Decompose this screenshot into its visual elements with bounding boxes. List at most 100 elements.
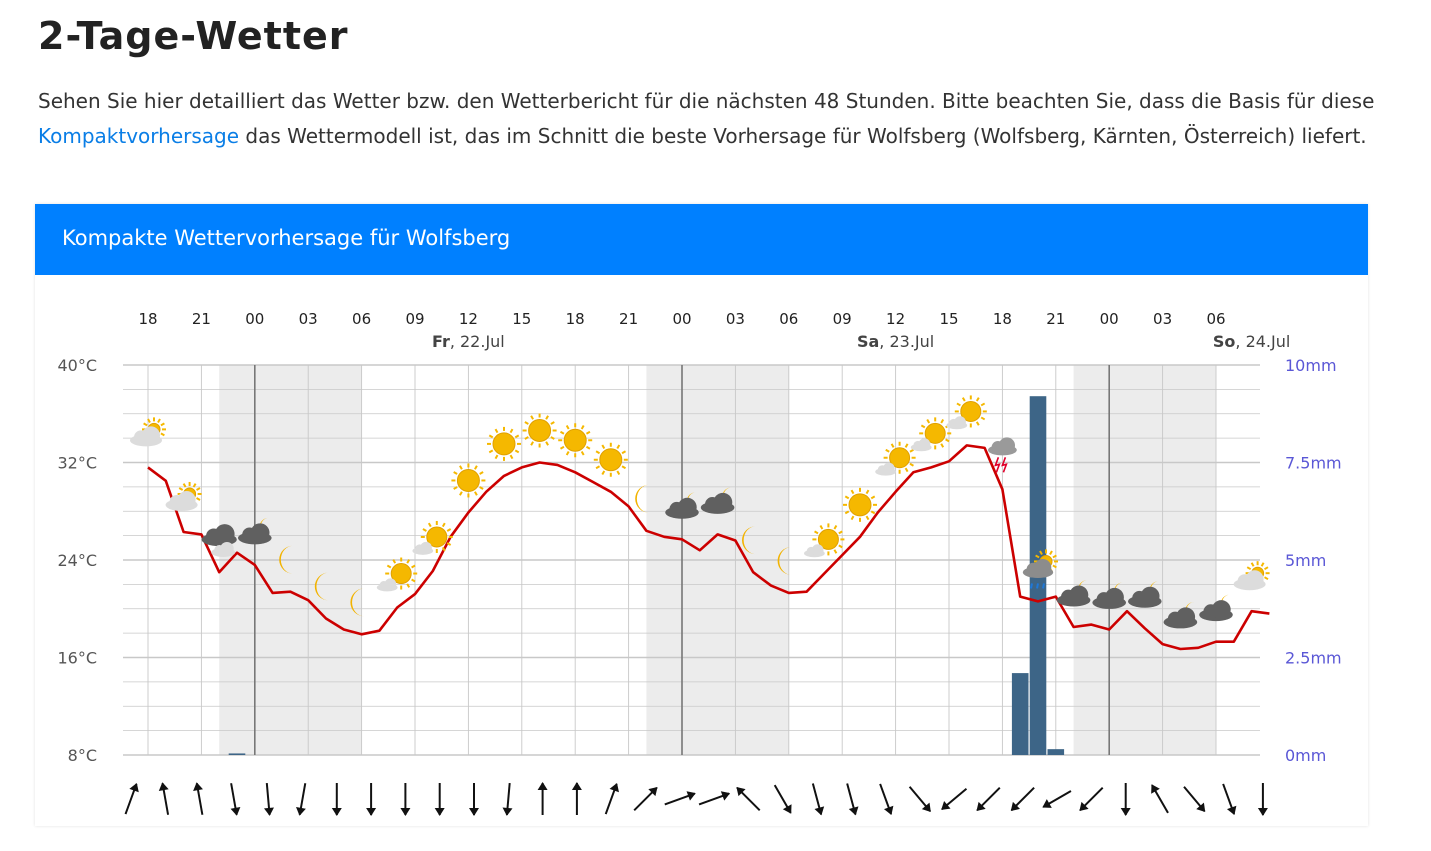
cloud-icon: [201, 524, 237, 547]
sun-ray: [524, 421, 529, 425]
sun-ray: [1264, 566, 1269, 571]
wind-arrow-head: [848, 806, 859, 816]
cloud-icon: [1092, 587, 1126, 609]
hour-label: 00: [245, 310, 264, 328]
cloud-part: [1069, 585, 1089, 605]
sun-ray: [494, 428, 499, 434]
sun-ray: [870, 495, 876, 500]
sun-icon: [522, 413, 557, 448]
hour-label: 15: [512, 310, 531, 328]
cloud-part: [713, 492, 733, 512]
hour-label: 21: [192, 310, 211, 328]
precip-axis-label: 0mm: [1285, 746, 1326, 765]
sun-icon: [385, 557, 418, 590]
chart-header-title: Kompakte Wettervorhersage für Wolfsberg: [62, 226, 511, 250]
wind-arrow: [502, 782, 513, 816]
sun-ray: [850, 489, 855, 495]
sun-ray: [956, 402, 961, 407]
sun-ray: [975, 397, 980, 402]
cloud-icon: [1128, 586, 1162, 608]
sun-ray: [453, 486, 458, 490]
cloudy-icon: [201, 524, 237, 557]
sun-ray: [1246, 566, 1252, 571]
sun-ray: [1052, 554, 1057, 559]
sun-ray: [514, 449, 520, 454]
wind-arrow-head: [736, 786, 746, 797]
cloudy-night-icon: [1163, 601, 1198, 629]
cloud-icon: [1233, 570, 1266, 591]
wind-arrow: [230, 783, 241, 816]
sun-ray: [833, 525, 838, 530]
sun-ray: [601, 444, 606, 449]
wind-arrow: [1120, 783, 1131, 816]
sun-ray: [441, 546, 446, 552]
sun-ray: [530, 441, 534, 446]
sun-ray: [459, 465, 463, 470]
sun-ray: [411, 578, 416, 583]
sun-icon: [487, 426, 521, 461]
hour-label: 15: [939, 310, 958, 328]
sun-ray: [616, 444, 621, 449]
sun-ray: [961, 397, 966, 402]
wind-arrow-head: [1151, 784, 1160, 794]
sun-ray: [545, 441, 549, 446]
sun-disc: [924, 422, 946, 444]
wind-arrow: [1222, 783, 1237, 815]
sun-icon: [558, 423, 593, 458]
sun-ray: [559, 445, 565, 450]
cloud-icon: [130, 426, 162, 447]
forecast-chart: 18 21 00 03 06 09 12 15 18 21 00 03 06 09 12 15 18 21 00 03…: [57, 310, 1342, 816]
sun-ray: [524, 436, 529, 440]
wind-arrow-head: [1010, 801, 1020, 812]
sun-disc: [599, 448, 623, 472]
sun-ray: [1052, 564, 1057, 569]
cloud-part: [214, 524, 235, 544]
temp-axis-label: 8°C: [68, 746, 97, 765]
intro-text-part: das Wettermodell ist, das im Schnitt die…: [239, 124, 1367, 148]
wind-arrow-head: [921, 802, 931, 813]
wind-arrow-head: [1257, 808, 1268, 816]
sun-ray: [196, 497, 201, 501]
sun-ray: [411, 564, 416, 569]
sun-ray: [545, 415, 549, 420]
sun-ray: [870, 510, 876, 515]
sun-ray: [474, 465, 478, 470]
sun-ray: [909, 448, 914, 453]
sun-ray: [559, 430, 565, 435]
kompaktvorhersage-link[interactable]: Kompaktvorhersage: [38, 124, 240, 148]
wind-arrow-head: [686, 791, 696, 801]
sun-disc: [456, 468, 480, 492]
sun-ray: [441, 522, 446, 528]
sun-ray: [565, 425, 570, 430]
sun-ray: [890, 443, 895, 448]
sun-ray: [621, 465, 627, 470]
hour-label: 18: [993, 310, 1012, 328]
partly-cloudy-sun-icon: [1233, 561, 1270, 591]
hour-label: 21: [619, 310, 638, 328]
wind-arrow: [1010, 786, 1035, 812]
sun-ray: [904, 443, 909, 448]
temperature-line: [147, 444, 1270, 651]
sun-ray: [621, 450, 627, 455]
hour-label: 00: [672, 310, 691, 328]
intro-text: Sehen Sie hier detailliert das Wetter bz…: [38, 84, 1378, 154]
wind-arrow: [1257, 783, 1268, 816]
sun-ray: [580, 425, 585, 430]
cloud-part: [1105, 587, 1124, 607]
cloud-part: [1245, 570, 1264, 589]
wind-arrow-head: [1120, 808, 1131, 816]
wind-arrow: [976, 786, 1001, 812]
sun-ray: [926, 419, 931, 424]
wind-arrow-head: [158, 782, 169, 792]
sun-icon: [522, 413, 557, 448]
wind-arrow-head: [571, 782, 582, 790]
wind-arrow: [571, 782, 582, 815]
sun-disc: [426, 526, 448, 548]
hour-label: 18: [566, 310, 585, 328]
cloud-icon: [910, 438, 932, 452]
sun-disc: [492, 432, 516, 456]
hour-label: 03: [299, 310, 318, 328]
sun-ray: [479, 486, 484, 490]
precip-bar: [228, 753, 246, 755]
sun-ray: [422, 528, 427, 532]
